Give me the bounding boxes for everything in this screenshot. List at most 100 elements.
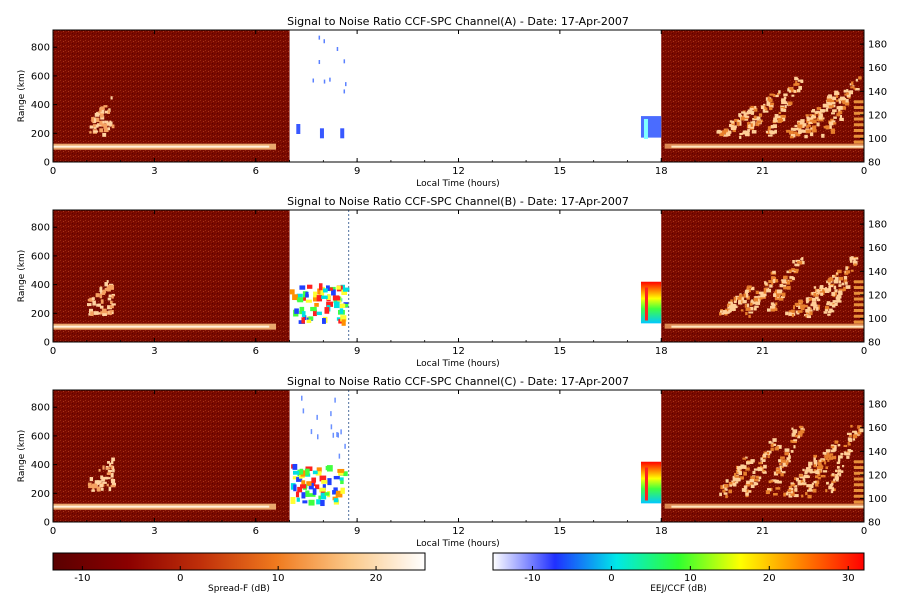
spread-f-plume (788, 455, 791, 459)
spread-f-plume (110, 478, 116, 483)
spread-f-plume (104, 120, 109, 124)
spread-f-plume (739, 294, 743, 298)
spread-f-plume (745, 311, 748, 316)
spread-f-plume (797, 433, 803, 437)
spread-f-plume (750, 125, 755, 129)
spread-f-plume (746, 295, 750, 300)
spread-f-plume (100, 115, 105, 120)
spread-f-plume (782, 462, 788, 467)
spread-f-plume (853, 286, 864, 290)
x-tick-label: 9 (354, 346, 360, 357)
spread-f-plume (790, 482, 794, 485)
spread-f-plume (741, 488, 746, 492)
spread-f-plume (829, 302, 833, 306)
spread-f-plume (763, 110, 769, 113)
spread-f-plume (744, 289, 749, 293)
eej-echo (292, 294, 298, 301)
spread-f-plume (815, 296, 819, 300)
spread-f-plume (796, 477, 799, 482)
spread-f-plume (769, 130, 773, 134)
eej-echo (325, 465, 332, 471)
spread-f-plume (755, 475, 760, 479)
spread-f-plume (758, 296, 763, 300)
spread-f-plume (108, 486, 112, 492)
y-tick-label: 0 (44, 158, 50, 169)
spread-f-plume (818, 115, 823, 120)
spread-f-plume (810, 484, 814, 489)
spread-f-plume (740, 464, 745, 469)
colorbar-tick-label: 30 (842, 573, 855, 584)
spread-f-plume (99, 108, 102, 112)
spread-f-plume (853, 314, 864, 318)
spread-f-plume (750, 300, 755, 305)
spread-f-plume (731, 308, 736, 311)
panel-title: Signal to Noise Ratio CCF-SPC Channel(B)… (287, 195, 629, 208)
colorbar-gradient (52, 552, 426, 571)
spread-f-plume (749, 107, 754, 110)
spread-f-plume (853, 111, 864, 115)
spread-f-plume (813, 306, 816, 311)
y-right-tick-label: 100 (868, 314, 887, 325)
eej-echo (320, 286, 325, 293)
eej-echo (333, 498, 339, 503)
spread-f-plume (843, 89, 847, 93)
spread-f-plume (847, 94, 851, 98)
spread-f-plume (766, 103, 770, 106)
spread-f-plume (772, 279, 776, 284)
spread-f-plume (801, 257, 804, 261)
spread-f-plume (795, 263, 800, 267)
eej-echo (293, 484, 297, 492)
spread-f-region (53, 210, 290, 342)
spread-f-plume (745, 491, 749, 496)
spread-f-plume (840, 452, 844, 456)
eej-echo (306, 319, 312, 324)
spread-f-plume (853, 123, 864, 127)
spread-f-plume (753, 106, 757, 109)
spread-f-plume (791, 313, 794, 318)
y-right-tick-label: 160 (868, 423, 887, 434)
spread-f-plume (795, 259, 801, 263)
eej-echo (344, 443, 346, 449)
spread-f-plume (753, 307, 757, 311)
spread-f-plume (786, 270, 792, 274)
spread-f-plume (838, 105, 843, 110)
spread-f-plume (763, 464, 767, 469)
spread-f-plume (827, 458, 830, 462)
spread-f-plume (106, 477, 111, 480)
spread-f-plume (722, 311, 727, 314)
spread-f-plume (811, 114, 816, 118)
spread-f-plume (96, 486, 101, 492)
eej-echo (316, 311, 322, 316)
spread-f-plume (800, 426, 804, 430)
spread-f-plume (111, 303, 116, 306)
eej-echo (312, 309, 317, 317)
spread-f-plume (720, 309, 724, 312)
spread-f-plume (780, 295, 785, 299)
eej-block (643, 118, 648, 139)
eej-echo (317, 434, 319, 440)
spread-f-plume (720, 485, 724, 490)
spread-f-plume (847, 437, 852, 441)
x-tick-label: 9 (354, 526, 360, 537)
spread-f-plume (820, 459, 824, 463)
spread-f-plume (845, 452, 851, 456)
spread-f-region (53, 390, 290, 522)
eej-echo (289, 289, 295, 295)
spread-f-plume (99, 305, 104, 309)
spread-f-plume (786, 129, 791, 133)
spread-f-plume (812, 109, 816, 113)
spread-f-plume (730, 304, 735, 307)
spread-f-plume (757, 295, 761, 298)
spread-f-plume (782, 279, 787, 284)
colorbar-tick-label: 0 (608, 573, 614, 584)
spread-f-plume (850, 269, 854, 272)
spread-f-plume (748, 314, 751, 318)
spread-f-plume (767, 96, 770, 101)
spread-f-plume (90, 311, 94, 317)
spread-f-plume (827, 102, 833, 106)
x-tick-label: 12 (452, 346, 465, 357)
spread-f-plume (777, 117, 783, 122)
spread-f-plume (766, 288, 772, 293)
spread-f-plume (844, 98, 849, 103)
